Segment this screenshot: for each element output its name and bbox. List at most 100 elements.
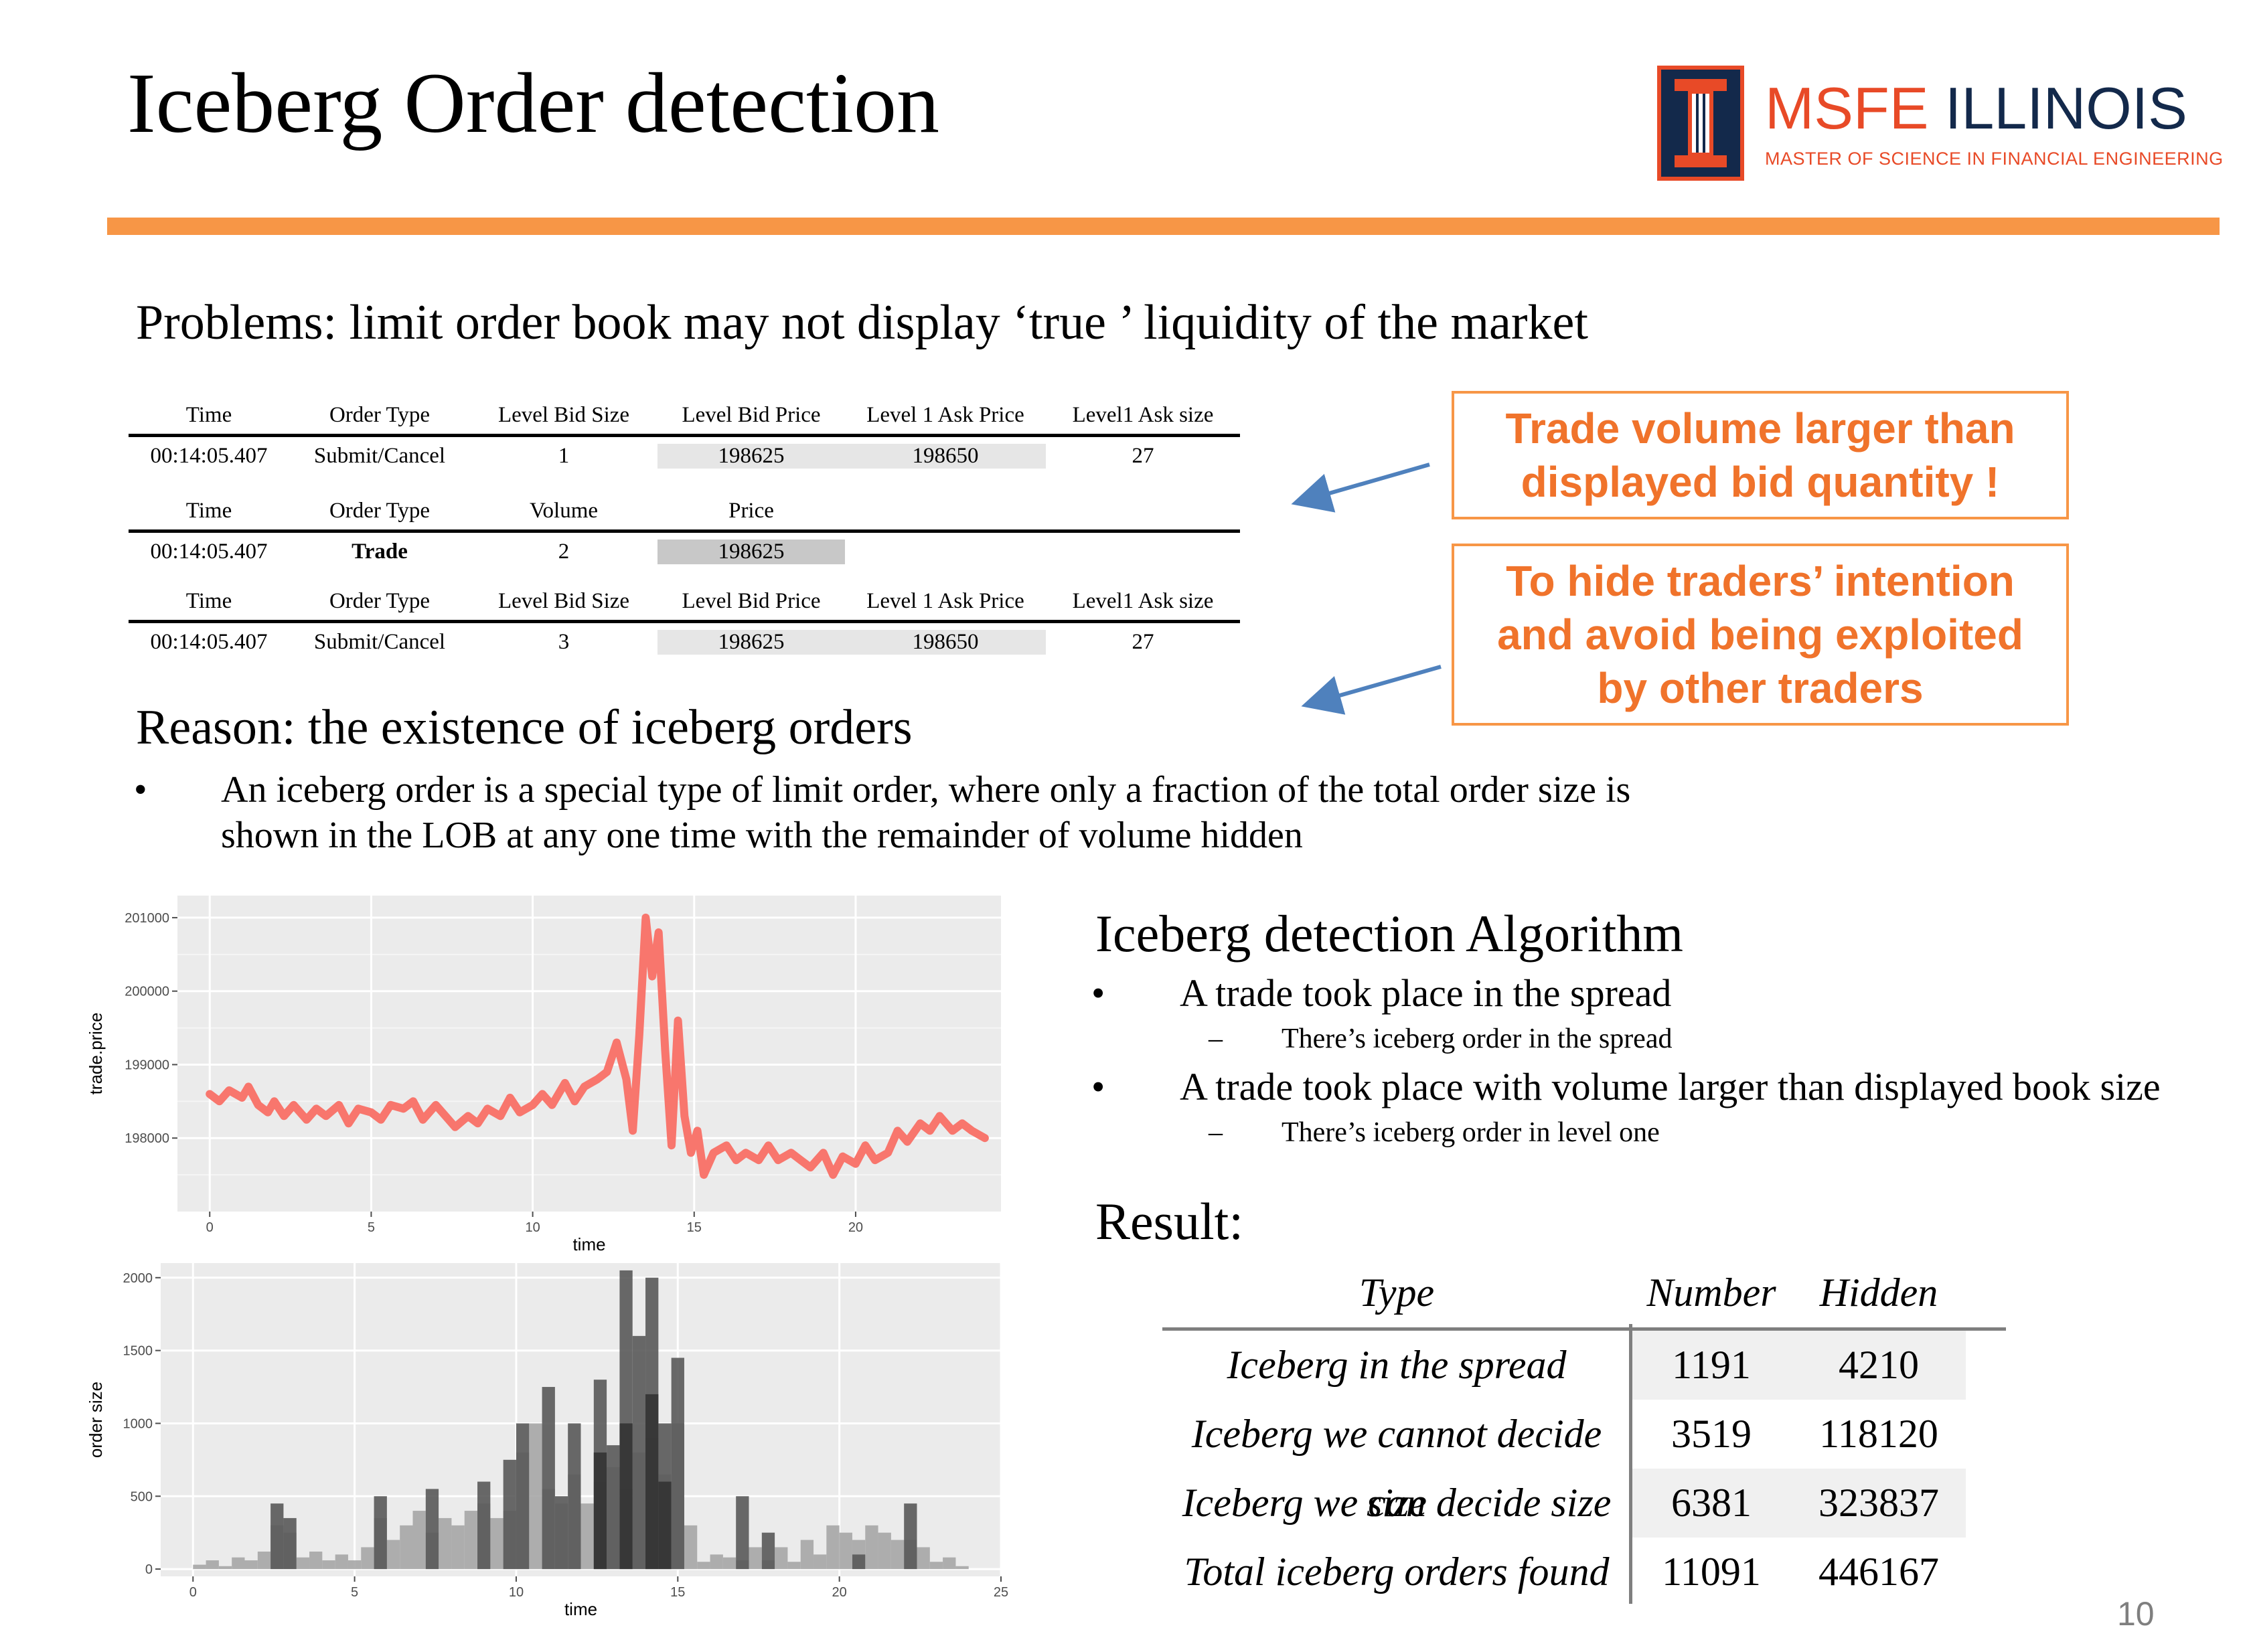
table-cell: 198625 <box>657 539 845 564</box>
table-cell: 2 <box>558 539 570 564</box>
order-size-bar <box>813 1554 827 1570</box>
order-size-bar <box>257 1551 271 1570</box>
x-tick-label: 25 <box>994 1585 1008 1600</box>
bullet-icon: • <box>134 769 147 811</box>
table-row: Total iceberg orders found 11091 446167 <box>1162 1538 2006 1606</box>
header-cell: Type <box>1359 1270 1435 1315</box>
order-size-bar <box>412 1511 426 1570</box>
x-axis-label: time <box>564 1599 597 1617</box>
table-row: 00:14:05.407 Submit/Cancel 3 198625 1986… <box>129 623 1240 661</box>
header-cell: Level Bid Size <box>497 402 630 427</box>
header-cell: Order Type <box>329 588 431 613</box>
table-cell: 198625 <box>657 629 845 655</box>
plot-panel <box>177 896 1001 1212</box>
order-size-bar <box>232 1557 245 1570</box>
order-size-bar <box>839 1532 852 1570</box>
header-cell: Time <box>185 588 232 613</box>
table-cell: 11091 <box>1662 1550 1761 1594</box>
order-size-bar <box>322 1560 335 1570</box>
header-cell: Volume <box>529 498 599 523</box>
table-cell: 27 <box>1132 629 1154 654</box>
table-cell: 27 <box>1132 443 1154 468</box>
dash-icon: – <box>1209 1117 1223 1148</box>
table-cell: Submit/Cancel <box>313 629 446 654</box>
bullet-icon: • <box>1091 1065 1105 1108</box>
table-row: 00:14:05.407 Trade 2 198625 <box>129 533 1240 570</box>
order-size-bar <box>516 1423 530 1570</box>
y-tick-label: 201000 <box>125 911 169 926</box>
order-size-bar <box>890 1540 905 1570</box>
order-size-bar <box>218 1566 232 1570</box>
slide-title: Iceberg Order detection <box>127 56 939 151</box>
logo-wordmark: MSFE ILLINOIS <box>1765 79 2187 138</box>
table-cell: 1191 <box>1631 1331 1792 1400</box>
order-size-bar <box>632 1335 646 1570</box>
table-cell: 00:14:05.407 <box>150 629 268 654</box>
order-size-bar <box>206 1560 219 1570</box>
callout-line: displayed bid quantity ! <box>1521 458 2000 506</box>
y-axis-label: order size <box>86 1382 106 1458</box>
order-size-bar <box>439 1517 452 1570</box>
header-cell: Level Bid Size <box>497 588 630 613</box>
order-size-bar <box>554 1496 568 1570</box>
y-tick-label: 2000 <box>123 1271 153 1286</box>
order-size-bar <box>749 1547 762 1570</box>
table-cell: 323837 <box>1792 1469 1966 1538</box>
header-cell: Time <box>185 402 232 427</box>
order-size-bar <box>400 1525 413 1570</box>
order-size-bar <box>619 1423 633 1570</box>
logo-subtitle: MASTER OF SCIENCE IN FINANCIAL ENGINEERI… <box>1765 149 2224 169</box>
reason-text-line-2: shown in the LOB at any one time with th… <box>221 815 1303 856</box>
order-size-bar <box>761 1532 775 1570</box>
table-cell: 1 <box>558 443 570 468</box>
illinois-i-icon <box>1675 79 1727 167</box>
table-cell: 00:14:05.407 <box>150 443 268 468</box>
header-cell: Level Bid Price <box>682 588 821 613</box>
order-size-bar <box>335 1554 348 1570</box>
arrow-to-trade-row <box>1291 463 1430 513</box>
bullet-icon: • <box>1091 971 1105 1015</box>
algorithm-heading: Iceberg detection Algorithm <box>1095 904 1683 963</box>
table-header-row: Time Order Type Level Bid Size Level Bid… <box>129 582 1240 623</box>
table-header-row: Type Number Hidden Size <box>1162 1258 2006 1384</box>
y-tick-label: 1500 <box>123 1344 153 1359</box>
x-axis-label: time <box>572 1234 605 1252</box>
dash-icon: – <box>1209 1023 1223 1054</box>
y-tick-label: 500 <box>131 1489 153 1504</box>
logo-msfe: MSFE <box>1765 75 1929 141</box>
page-number: 10 <box>2117 1595 2155 1633</box>
table-cell: Total iceberg orders found <box>1184 1550 1610 1594</box>
x-tick-label: 10 <box>509 1585 524 1600</box>
x-tick-label: 20 <box>832 1585 847 1600</box>
x-tick-label: 5 <box>368 1220 375 1235</box>
order-size-bar <box>826 1525 840 1570</box>
header-cell: Order Type <box>329 402 431 427</box>
table-row: Iceberg we cannot decide size 3519 11812… <box>1162 1400 2006 1525</box>
order-size-bar <box>464 1511 478 1570</box>
table-cell: 6381 <box>1631 1469 1792 1538</box>
table-cell: Trade <box>352 539 408 564</box>
algorithm-subitem-2: There’s iceberg order in level one <box>1282 1117 1660 1148</box>
order-book-table-1: Time Order Type Level Bid Size Level Bid… <box>129 396 1240 475</box>
order-size-bar <box>645 1394 659 1570</box>
header-cell: Time <box>185 498 232 523</box>
order-size-bar <box>451 1525 465 1570</box>
y-axis-label: trade.price <box>86 1013 106 1095</box>
table-cell: 3519 <box>1671 1412 1752 1456</box>
order-size-bar <box>244 1560 258 1570</box>
order-size-bar <box>878 1532 891 1570</box>
header-cell: Level1 Ask size <box>1072 402 1214 427</box>
table-cell: 00:14:05.407 <box>150 539 268 564</box>
illinois-logo <box>1657 66 1744 181</box>
order-size-bar <box>697 1562 710 1570</box>
table-cell: 198650 <box>845 443 1046 469</box>
algorithm-subitem-1: There’s iceberg order in the spread <box>1282 1023 1673 1054</box>
order-size-bar <box>503 1459 516 1570</box>
order-size-bar <box>386 1540 400 1570</box>
order-size-bar <box>193 1564 206 1570</box>
header-cell: Hidden Size <box>1819 1270 1938 1384</box>
y-tick-label: 200000 <box>125 985 169 999</box>
order-size-bar <box>568 1423 581 1570</box>
order-size-bar <box>309 1551 323 1570</box>
order-size-bar <box>904 1503 917 1570</box>
